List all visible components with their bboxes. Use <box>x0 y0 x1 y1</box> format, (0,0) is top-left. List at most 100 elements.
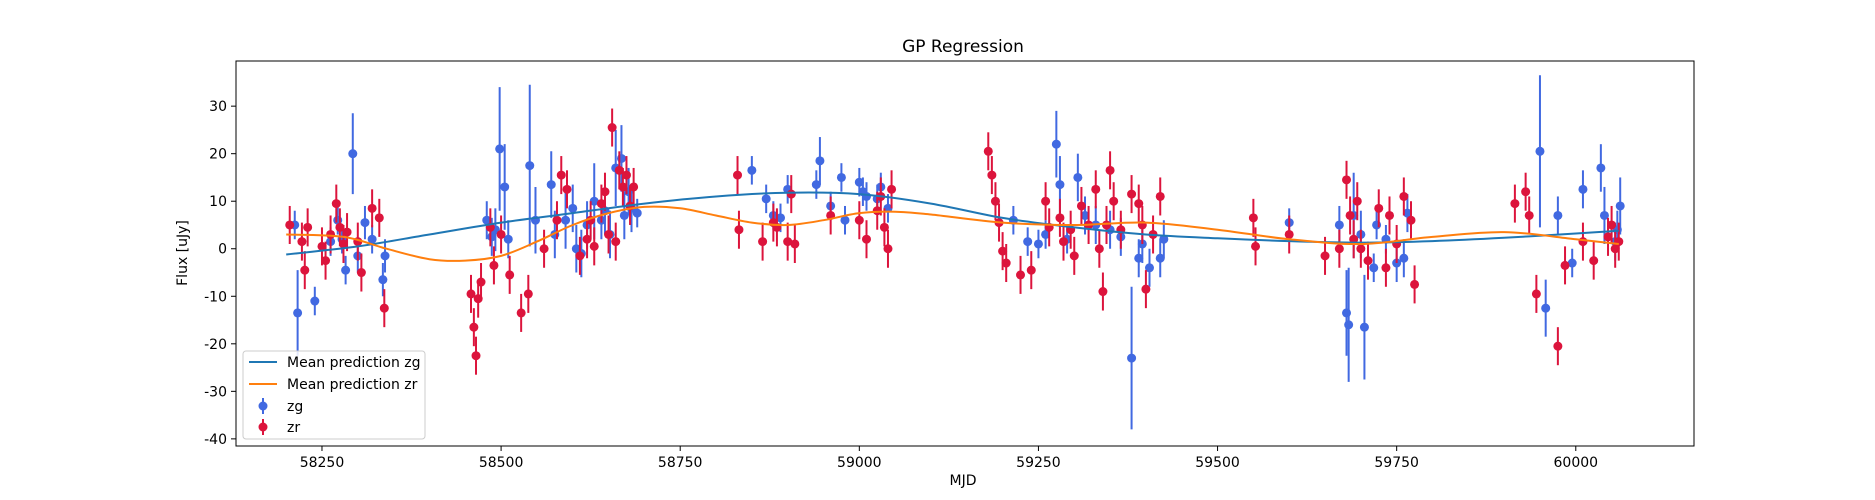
data-point-zr <box>1141 270 1151 309</box>
data-point-zg <box>348 113 358 195</box>
x-tick-label: 59000 <box>837 455 882 471</box>
data-point-zr <box>1524 196 1534 235</box>
data-point-zr <box>1560 246 1570 285</box>
data-point-zr <box>1248 198 1258 237</box>
data-point-zg <box>619 191 629 240</box>
data-point-zg <box>1344 267 1354 382</box>
legend: Mean prediction zg Mean prediction zr zg… <box>242 350 426 440</box>
data-point-zr <box>1334 229 1344 268</box>
data-point-zr <box>1155 177 1165 216</box>
data-point-zg <box>1127 286 1137 430</box>
mean-prediction-lines <box>286 191 1619 262</box>
data-point-zr <box>1059 222 1069 261</box>
data-point-zr <box>476 263 486 302</box>
legend-entry-mean-zr: Mean prediction zr <box>287 377 418 393</box>
data-point-zr <box>758 222 768 261</box>
data-point-zr <box>523 274 533 313</box>
data-point-zg <box>1144 248 1154 287</box>
x-axis-label: MJD <box>950 473 977 489</box>
data-point-zg <box>1615 177 1625 235</box>
data-point-zg <box>503 220 513 259</box>
data-point-zr <box>1284 215 1294 254</box>
data-point-zg <box>1399 239 1409 278</box>
data-point-zg <box>1553 196 1563 235</box>
data-point-zr <box>1016 255 1026 294</box>
data-point-zr <box>1105 151 1115 190</box>
data-point-zg <box>1369 253 1379 283</box>
data-point-zr <box>1127 175 1137 214</box>
x-tick-label: 58750 <box>658 455 703 471</box>
data-point-zr <box>1251 227 1261 266</box>
data-point-zr <box>575 236 585 275</box>
data-point-zr <box>1091 170 1101 209</box>
data-point-zg <box>811 170 821 199</box>
data-point-zr <box>356 253 366 292</box>
data-point-zr <box>607 108 617 147</box>
mean-prediction-line-zr <box>286 205 1619 262</box>
legend-entry-zr: zr <box>287 420 300 436</box>
data-point-zr <box>733 156 743 195</box>
data-point-zg <box>883 194 893 223</box>
data-point-zr <box>1356 229 1366 268</box>
y-tick-label: -30 <box>204 384 227 400</box>
y-tick-label: 20 <box>209 147 227 163</box>
data-point-zg <box>495 87 505 211</box>
data-point-zr <box>1610 229 1620 268</box>
data-point-zr <box>505 255 515 294</box>
data-point-zr <box>297 222 307 261</box>
data-point-zr <box>1374 189 1384 228</box>
y-tick-label: -20 <box>204 337 227 353</box>
data-point-zr <box>1553 327 1563 366</box>
data-point-zr <box>321 241 331 280</box>
legend-entry-zg: zg <box>287 399 303 415</box>
y-axis-ticks: -40 -30 -20 -10 0 10 20 30 <box>204 99 236 448</box>
data-point-zg <box>1535 75 1545 228</box>
data-point-zr <box>614 151 624 190</box>
data-point-zr <box>1349 220 1359 259</box>
data-point-zr <box>990 182 1000 221</box>
data-point-zg <box>380 239 390 273</box>
x-axis-ticks: 58250 58500 58750 59000 59250 59500 59750 60000 <box>300 446 1598 471</box>
data-point-zg <box>546 151 556 218</box>
y-axis-label: Flux [uJy] <box>175 220 191 286</box>
data-point-zr <box>1026 251 1036 290</box>
data-point-zr <box>1001 243 1011 283</box>
data-point-zr <box>854 201 864 240</box>
data-point-zr <box>303 208 313 247</box>
data-point-zg <box>1033 229 1043 259</box>
data-point-zr <box>1410 265 1420 304</box>
data-point-zg <box>1596 144 1606 192</box>
data-point-zg <box>1073 153 1083 202</box>
y-tick-label: -10 <box>204 289 227 305</box>
x-tick-label: 59500 <box>1195 455 1240 471</box>
data-point-zr <box>379 289 389 328</box>
data-point-zr <box>1055 198 1065 237</box>
data-point-zr <box>285 205 295 244</box>
data-point-zg <box>815 137 825 185</box>
x-tick-label: 58500 <box>479 455 524 471</box>
data-point-zr <box>604 215 614 254</box>
data-point-zr <box>562 170 572 209</box>
data-point-zr <box>600 172 610 211</box>
x-tick-label: 60000 <box>1554 455 1599 471</box>
data-point-zr <box>342 213 352 252</box>
data-point-zr <box>987 156 997 195</box>
data-point-zr <box>539 229 549 268</box>
data-point-zr <box>589 227 599 266</box>
data-point-zg <box>1402 194 1412 233</box>
data-point-zr <box>469 308 479 347</box>
data-point-zr <box>1521 172 1531 211</box>
data-point-zr <box>466 274 476 313</box>
data-point-zr <box>1399 177 1409 216</box>
data-point-zr <box>367 189 377 228</box>
data-point-zr <box>1041 182 1051 221</box>
y-tick-label: -40 <box>204 432 227 448</box>
y-tick-label: 0 <box>218 242 227 258</box>
legend-swatch-zg-point <box>258 398 268 414</box>
data-point-zr <box>879 208 889 247</box>
data-point-zg <box>761 184 771 214</box>
data-point-zg <box>310 286 320 316</box>
data-point-zg <box>1567 248 1577 278</box>
data-point-zg <box>378 263 388 297</box>
data-point-zr <box>734 210 744 249</box>
